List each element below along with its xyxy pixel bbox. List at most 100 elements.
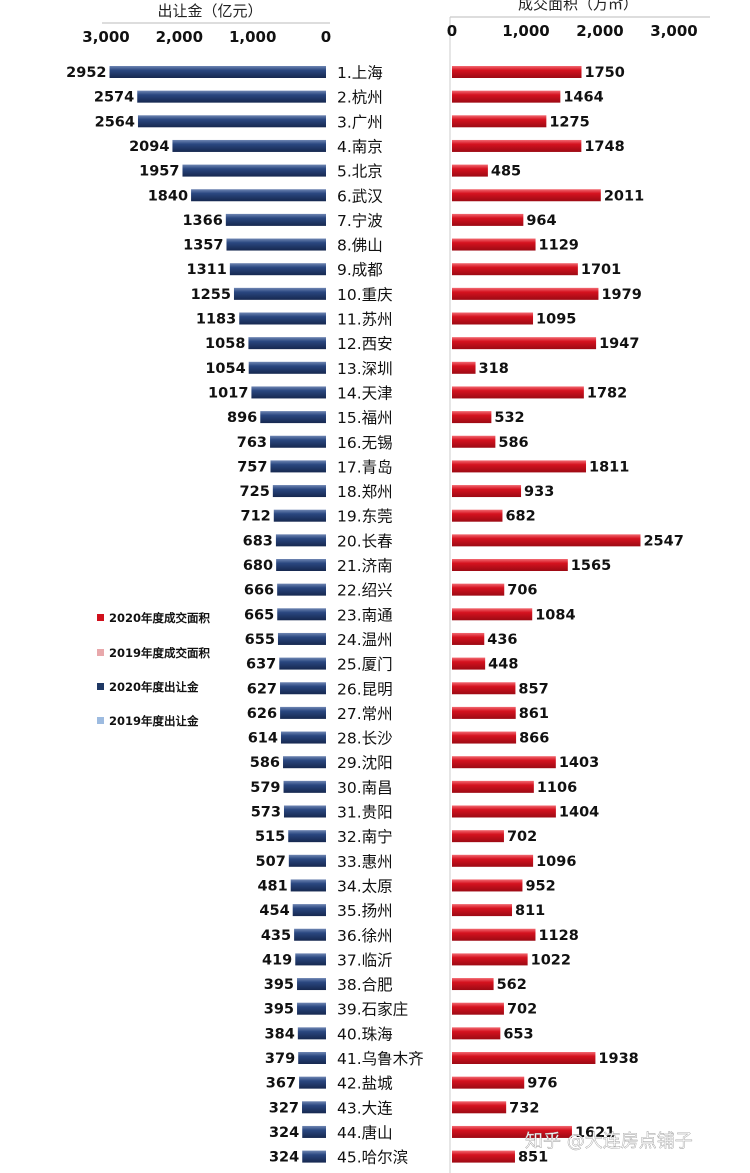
city-label: 6.武汉 <box>337 187 383 205</box>
right-bar-value: 1811 <box>589 459 629 475</box>
right-bar-value: 702 <box>507 1002 537 1018</box>
left-bar-value: 515 <box>255 829 285 845</box>
left-bar <box>273 509 326 522</box>
left-bar-value: 1957 <box>139 164 179 180</box>
right-bar-value: 436 <box>487 632 517 648</box>
left-bar-value: 1255 <box>191 287 231 303</box>
left-bar <box>260 411 326 424</box>
left-bar-value: 666 <box>244 583 274 599</box>
right-bar-value: 861 <box>519 706 549 722</box>
right-bar <box>452 1125 572 1138</box>
right-bar <box>452 953 528 966</box>
left-bar <box>283 805 326 818</box>
legend-swatch <box>97 649 104 656</box>
left-bar-value: 579 <box>250 780 280 796</box>
left-bar-value: 327 <box>269 1100 299 1116</box>
left-bar-value: 1058 <box>205 336 245 352</box>
left-bar <box>299 1076 326 1089</box>
right-bar <box>452 66 582 78</box>
right-bar <box>452 608 533 621</box>
right-bar <box>452 731 517 744</box>
city-label: 8.佛山 <box>337 237 383 255</box>
left-bar <box>172 139 326 152</box>
left-bar <box>280 731 326 744</box>
right-bar-value: 1129 <box>539 238 579 254</box>
right-bar-value: 682 <box>505 509 535 525</box>
left-bar-value: 680 <box>243 558 273 574</box>
right-bar-value: 1979 <box>601 287 641 303</box>
left-bar-value: 2564 <box>95 114 135 130</box>
left-bar <box>275 534 326 547</box>
city-label: 23.南通 <box>337 606 393 624</box>
left-bar-value: 324 <box>269 1150 299 1166</box>
left-bar-value: 665 <box>244 607 274 623</box>
right-bar-value: 1701 <box>581 262 621 278</box>
left-tick-label: 0 <box>321 28 331 46</box>
right-bar-value: 2011 <box>604 188 644 204</box>
legend-swatch <box>97 614 104 621</box>
right-bar <box>452 411 492 424</box>
right-bar-value: 1275 <box>549 114 589 130</box>
left-bar-value: 2574 <box>94 90 134 106</box>
left-bar <box>302 1150 326 1163</box>
right-bar-value: 448 <box>488 657 518 673</box>
left-bar <box>280 682 326 695</box>
right-bar <box>452 583 505 596</box>
left-bar-value: 2952 <box>66 65 106 81</box>
left-bar <box>272 485 326 498</box>
left-bar-value: 379 <box>265 1051 295 1067</box>
city-label: 20.长春 <box>337 532 393 550</box>
city-label: 39.石家庄 <box>337 1001 408 1019</box>
left-bar-value: 384 <box>265 1026 295 1042</box>
city-label: 17.青岛 <box>337 458 393 476</box>
right-bar-value: 702 <box>507 829 537 845</box>
right-bar <box>452 904 513 917</box>
watermark-text: 知乎 @大连房点铺子 <box>525 1131 693 1152</box>
right-bar <box>452 706 516 719</box>
right-bar <box>452 509 503 522</box>
city-label: 16.无锡 <box>337 434 393 452</box>
left-bar <box>277 583 326 596</box>
left-bar-value: 1017 <box>208 385 248 401</box>
right-bar-value: 2547 <box>643 533 683 549</box>
left-bar-value: 896 <box>227 410 257 426</box>
left-bar-value: 586 <box>250 755 280 771</box>
right-bar-value: 732 <box>509 1100 539 1116</box>
left-bar-value: 683 <box>243 533 273 549</box>
right-bar <box>452 460 587 473</box>
city-label: 29.沈阳 <box>337 754 393 772</box>
left-bar <box>280 706 326 719</box>
left-bar-value: 324 <box>269 1125 299 1141</box>
left-bar-value: 725 <box>240 484 270 500</box>
city-label: 14.天津 <box>337 384 393 402</box>
right-bar-value: 1106 <box>537 780 577 796</box>
right-bar <box>452 263 578 276</box>
city-label: 4.南京 <box>337 138 383 156</box>
left-bar <box>297 978 326 991</box>
left-bar <box>226 238 326 251</box>
right-bar <box>452 435 496 448</box>
city-label: 21.济南 <box>337 557 393 575</box>
left-bar-value: 1840 <box>148 188 188 204</box>
right-bar <box>452 1002 504 1015</box>
left-tick-label: 1,000 <box>229 28 276 46</box>
right-bar <box>452 213 524 226</box>
left-bar <box>239 312 326 325</box>
right-bar <box>452 534 641 547</box>
left-bar-value: 435 <box>261 928 291 944</box>
right-bar-value: 811 <box>515 903 545 919</box>
city-label: 3.广州 <box>337 113 383 131</box>
city-label: 19.东莞 <box>337 508 393 526</box>
city-label: 10.重庆 <box>337 286 393 304</box>
city-label: 25.厦门 <box>337 656 393 674</box>
left-bar <box>295 953 326 966</box>
city-label: 5.北京 <box>337 163 383 181</box>
right-bar <box>452 312 534 325</box>
right-bar-value: 866 <box>519 731 549 747</box>
right-bar-value: 933 <box>524 484 554 500</box>
left-bar <box>248 361 326 374</box>
legend: 2020年度成交面积 2019年度成交面积 2020年度出让金 2019年度出让金 <box>97 611 211 728</box>
left-bar-value: 614 <box>248 731 278 747</box>
left-bar <box>276 559 326 571</box>
left-bar <box>251 386 326 399</box>
